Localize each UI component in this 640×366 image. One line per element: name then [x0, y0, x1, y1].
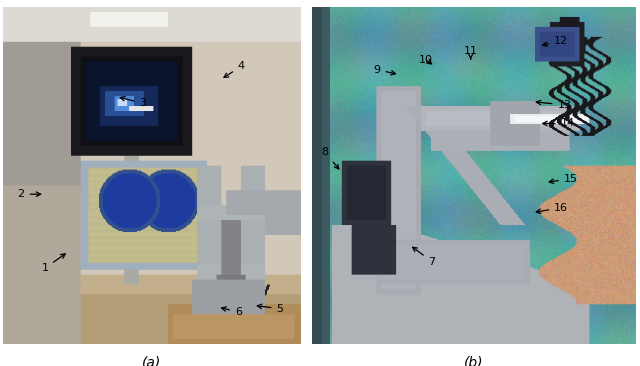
Text: 14: 14 — [543, 119, 575, 128]
Text: 13: 13 — [536, 100, 572, 110]
Text: 15: 15 — [549, 174, 578, 184]
Text: 7: 7 — [413, 247, 435, 266]
Text: 16: 16 — [536, 203, 568, 213]
Text: 4: 4 — [224, 61, 245, 78]
Text: 9: 9 — [373, 65, 396, 75]
Text: 3: 3 — [120, 97, 147, 108]
Text: 11: 11 — [464, 46, 477, 59]
Text: 12: 12 — [543, 36, 568, 46]
Text: 1: 1 — [42, 254, 65, 273]
Text: 5: 5 — [257, 304, 284, 314]
Text: (a): (a) — [142, 356, 162, 366]
Text: (b): (b) — [464, 356, 484, 366]
Text: 6: 6 — [221, 307, 242, 317]
Text: 2: 2 — [17, 189, 41, 199]
Text: 8: 8 — [322, 147, 339, 169]
Text: 10: 10 — [419, 55, 433, 64]
